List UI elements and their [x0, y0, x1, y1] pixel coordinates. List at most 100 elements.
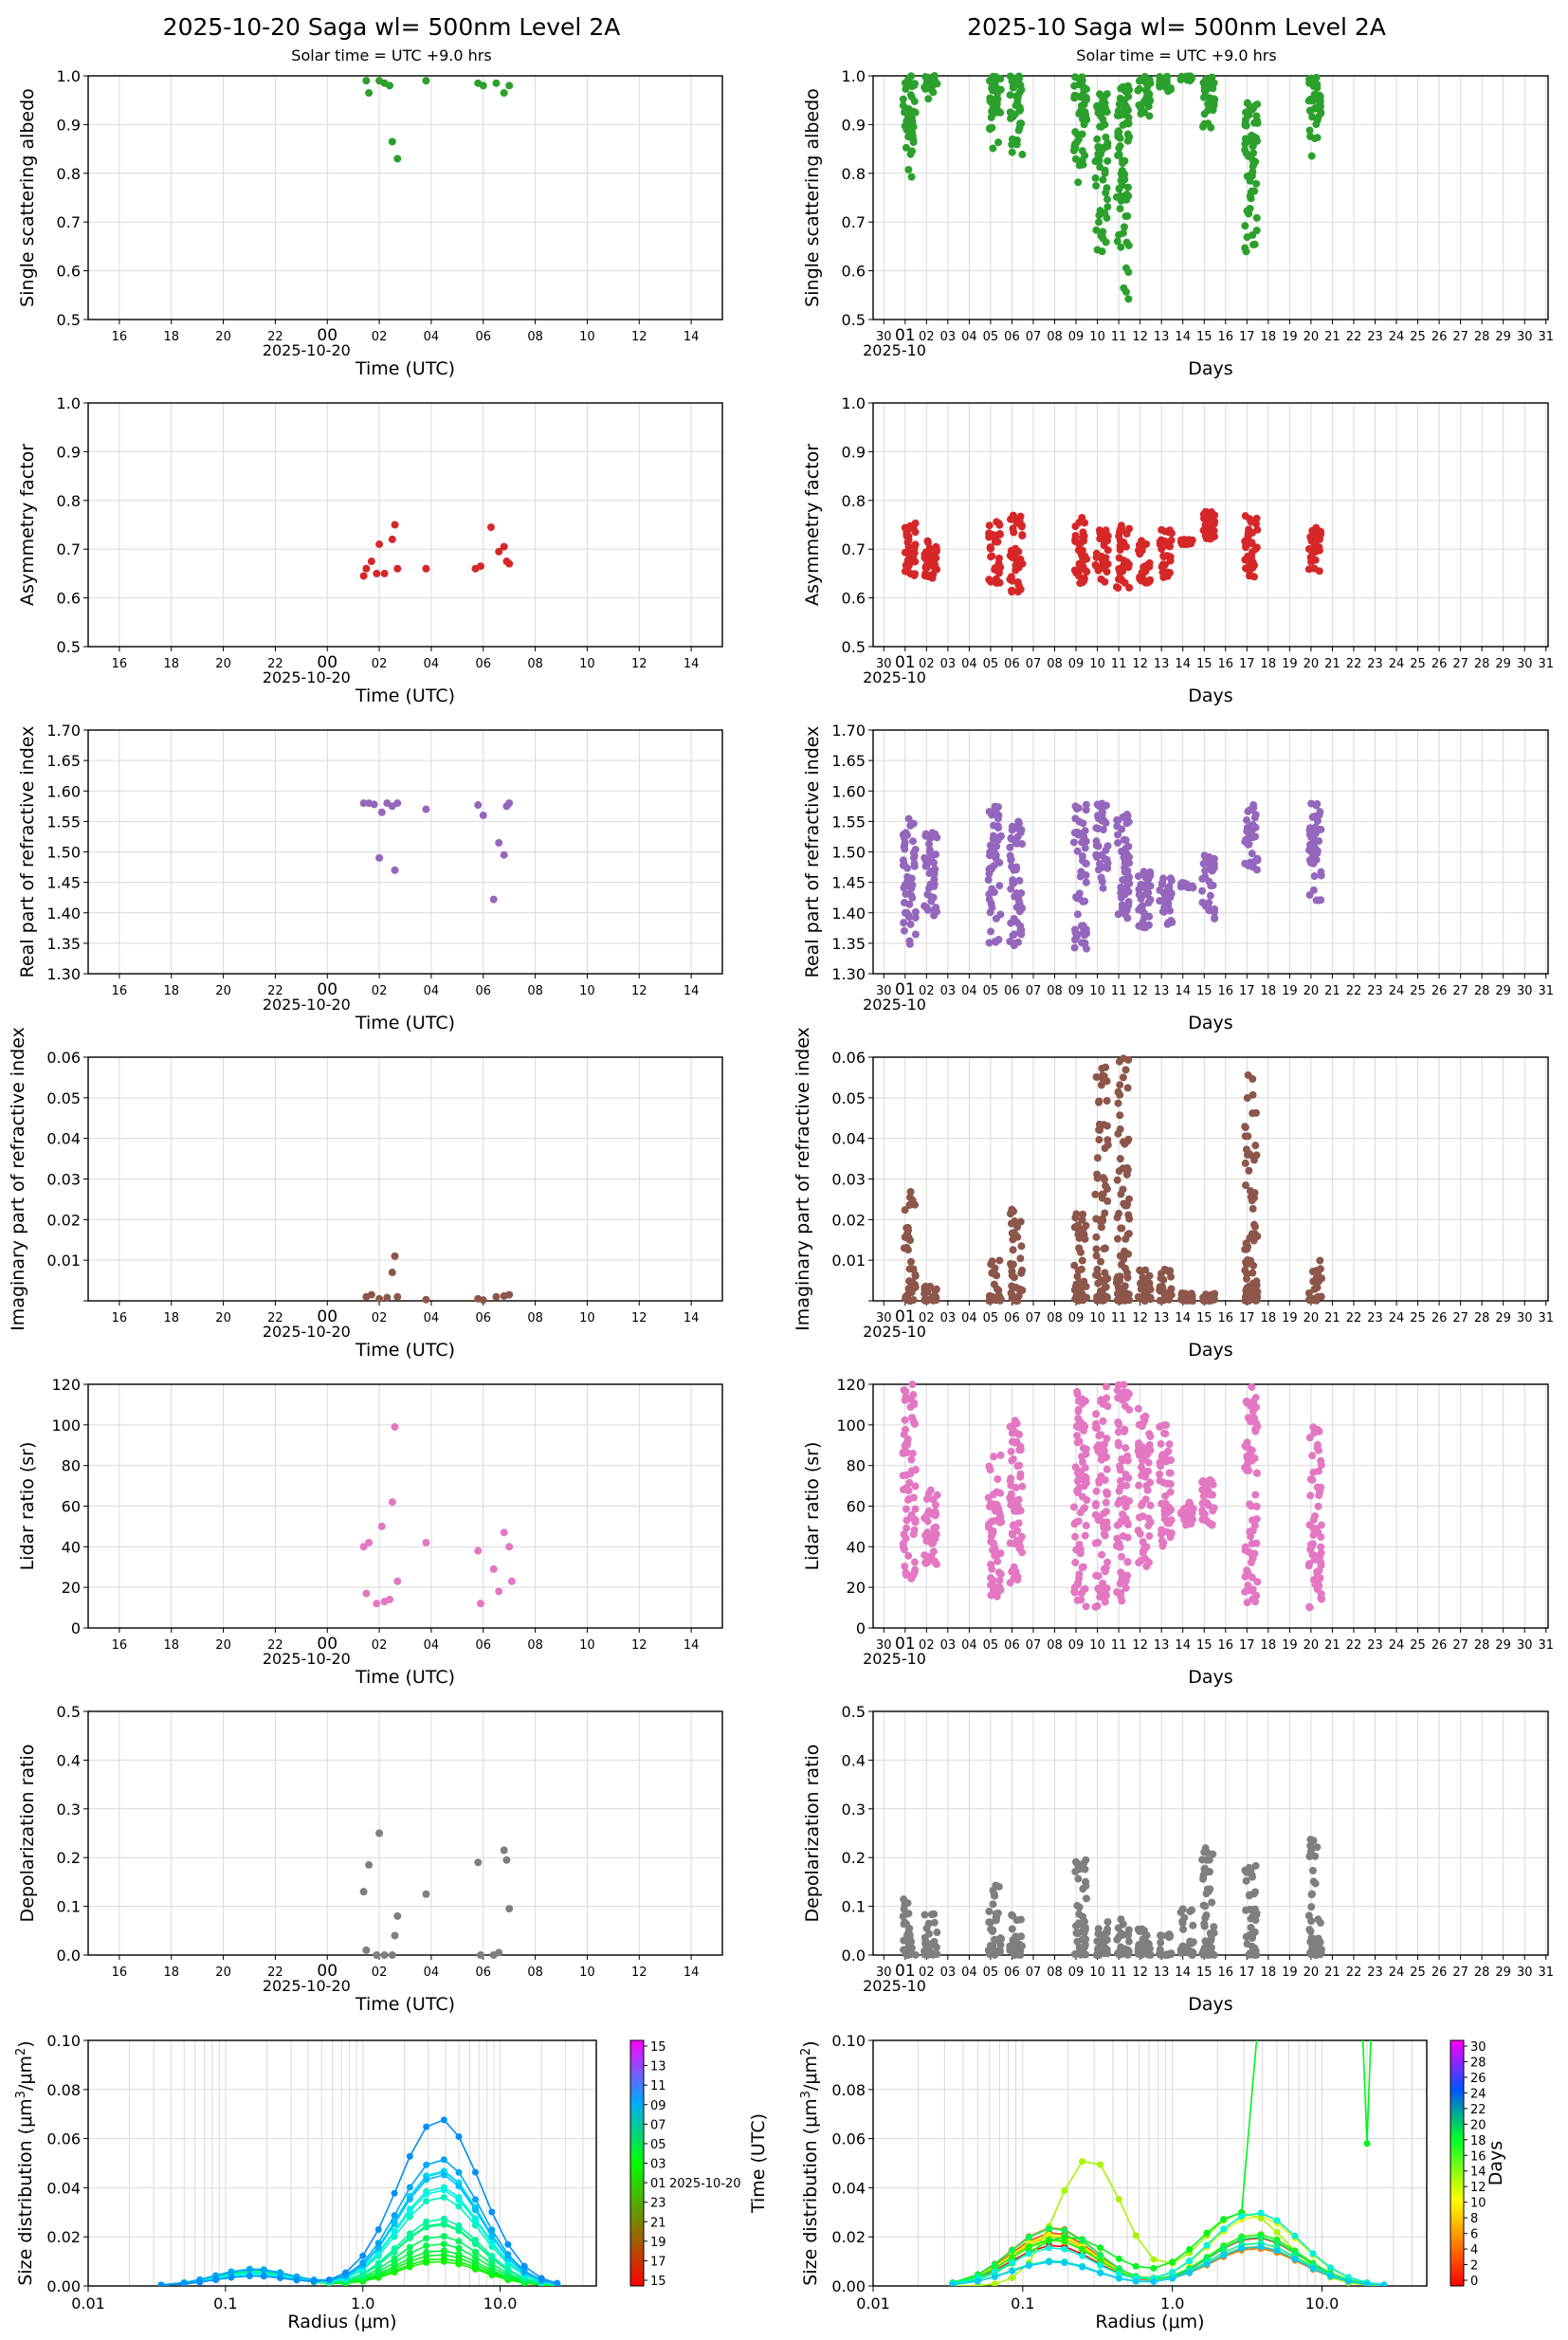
data-point	[1072, 92, 1081, 101]
data-point	[1113, 1273, 1121, 1282]
panel-ssa-daily: 0.50.60.70.80.91.016 18 20 22 00 02 04 06 08 10 12…	[17, 67, 723, 379]
y-tick-label: 0.04	[46, 2179, 81, 2197]
data-point	[928, 73, 937, 82]
data-point	[495, 547, 503, 556]
data-point	[1134, 872, 1142, 881]
size-point	[423, 2248, 430, 2256]
data-point	[1102, 1063, 1110, 1071]
colorbar-date-label: 2025-10-20	[669, 2177, 741, 2191]
data-point	[1103, 1382, 1111, 1391]
x-tick-label: 12	[1132, 657, 1148, 671]
data-point	[1010, 528, 1018, 537]
x-tick-label: 26	[1431, 1638, 1448, 1653]
size-point	[455, 2221, 463, 2229]
date-label: 2025-10	[863, 668, 926, 686]
x-tick-label: 10	[579, 1311, 595, 1325]
data-point	[900, 899, 908, 907]
x-tick-label: 20	[1304, 1638, 1320, 1653]
colorbar-title: Days	[1486, 2141, 1506, 2185]
data-point	[1097, 1223, 1105, 1232]
size-distribution-daily: 0.01 0.1 1.0 10.00.000.020.040.060.080.10Ra…	[14, 2032, 770, 2332]
data-point	[1094, 1516, 1103, 1525]
data-point	[903, 1910, 911, 1918]
data-point	[1314, 113, 1322, 121]
data-point	[1136, 1266, 1144, 1274]
data-point	[1158, 880, 1166, 888]
data-point	[1243, 816, 1251, 825]
data-point	[1207, 507, 1215, 516]
data-point	[908, 1380, 917, 1389]
data-point	[1114, 816, 1122, 825]
data-point	[1006, 843, 1014, 851]
data-point	[1116, 205, 1124, 213]
data-point	[1115, 575, 1123, 583]
data-point	[1101, 1937, 1109, 1946]
data-point	[393, 1292, 402, 1301]
data-point	[1118, 901, 1126, 909]
data-point	[1143, 1486, 1152, 1494]
data-point	[994, 1557, 1002, 1565]
data-point	[926, 556, 935, 564]
data-point	[903, 1449, 911, 1457]
x-tick-label: 06	[475, 657, 491, 671]
right-subtitle: Solar time = UTC +9.0 hrs	[1076, 46, 1276, 64]
data-point	[1098, 1454, 1106, 1463]
colorbar	[629, 2039, 645, 2287]
data-point	[903, 1516, 911, 1525]
x-tick-label: 14	[684, 330, 700, 344]
data-point	[1308, 813, 1317, 821]
data-point	[1205, 78, 1213, 86]
data-point	[1242, 1932, 1250, 1941]
data-point	[903, 114, 912, 122]
size-point	[1115, 2196, 1122, 2203]
data-point	[1248, 187, 1256, 195]
y-tick-label: 20	[62, 1579, 81, 1597]
size-point	[1363, 2140, 1371, 2148]
data-point	[1099, 563, 1107, 572]
size-point	[406, 2152, 413, 2160]
data-point	[1156, 77, 1164, 85]
x-tick-label: 30	[1517, 1965, 1533, 1980]
data-point	[1081, 1234, 1089, 1243]
data-point	[930, 1558, 939, 1566]
x-tick-label: 21	[1324, 984, 1340, 998]
x-tick-label: 18	[1261, 330, 1277, 344]
data-point	[923, 539, 932, 547]
x-tick-label: 18	[1261, 984, 1277, 998]
data-point	[1082, 1882, 1090, 1891]
data-point	[1156, 897, 1164, 905]
data-point	[1137, 895, 1145, 904]
data-point	[911, 1482, 920, 1490]
data-point	[1202, 1910, 1211, 1919]
data-point	[359, 572, 368, 580]
x-tick-label: 08	[527, 1311, 543, 1325]
y-tick-label: 100	[836, 1417, 866, 1435]
x-tick-label: 20	[215, 657, 231, 671]
data-point	[1253, 1578, 1262, 1586]
size-point	[374, 2250, 382, 2258]
size-point	[471, 2237, 479, 2244]
gridlines	[88, 75, 722, 320]
data-point	[505, 799, 514, 808]
data-point	[1116, 1466, 1124, 1474]
data-point	[1015, 1446, 1024, 1454]
data-point	[362, 77, 371, 85]
size-point	[406, 2230, 413, 2238]
size-point	[196, 2278, 204, 2286]
data-point	[1210, 907, 1218, 916]
data-point	[911, 570, 920, 578]
data-point	[1099, 107, 1107, 116]
data-point	[1123, 1558, 1132, 1566]
data-point	[386, 1596, 394, 1604]
size-point	[991, 2280, 998, 2286]
size-point	[423, 2176, 430, 2184]
data-point	[1124, 241, 1133, 249]
size-point	[246, 2266, 253, 2274]
size-point	[488, 2260, 496, 2268]
x-tick-label: 11	[1111, 984, 1127, 998]
data-point	[1308, 1475, 1317, 1484]
x-tick-label: 10	[1089, 1638, 1105, 1653]
x-tick-label: 07	[1026, 1311, 1042, 1325]
data-point	[1071, 1532, 1080, 1541]
data-point	[422, 805, 430, 814]
